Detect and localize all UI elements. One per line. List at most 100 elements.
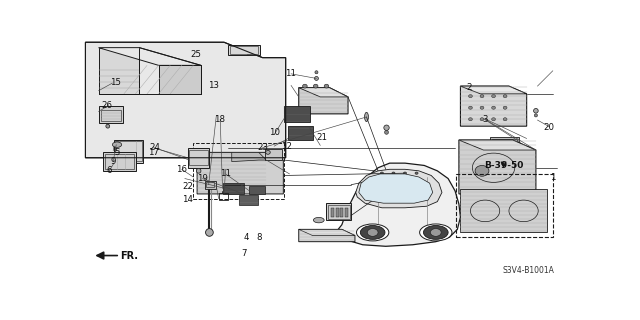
Bar <box>103 152 136 171</box>
Bar <box>265 149 282 160</box>
Ellipse shape <box>475 165 489 176</box>
Polygon shape <box>86 42 285 158</box>
Ellipse shape <box>113 142 122 147</box>
Ellipse shape <box>403 172 406 174</box>
Text: 10: 10 <box>269 128 280 137</box>
Ellipse shape <box>205 228 213 236</box>
Polygon shape <box>460 86 527 94</box>
Ellipse shape <box>480 106 484 109</box>
Text: S3V4-B1001A: S3V4-B1001A <box>502 267 554 276</box>
Ellipse shape <box>503 95 507 98</box>
Text: 24: 24 <box>149 143 160 152</box>
Text: 1: 1 <box>550 173 556 182</box>
Bar <box>239 195 258 205</box>
Bar <box>331 208 334 217</box>
Text: 23: 23 <box>257 143 268 152</box>
Ellipse shape <box>503 118 507 121</box>
Ellipse shape <box>385 131 388 134</box>
Bar <box>188 148 209 168</box>
Bar <box>250 186 265 194</box>
Ellipse shape <box>360 226 385 239</box>
Text: 2: 2 <box>466 83 472 92</box>
Text: B-39-50: B-39-50 <box>484 161 524 170</box>
Ellipse shape <box>480 118 484 121</box>
Bar <box>101 110 121 121</box>
Text: 20: 20 <box>543 123 554 132</box>
Ellipse shape <box>468 106 472 109</box>
Ellipse shape <box>303 84 307 88</box>
Polygon shape <box>99 48 201 65</box>
Bar <box>193 143 284 198</box>
Ellipse shape <box>314 217 324 223</box>
Ellipse shape <box>431 228 441 236</box>
Bar <box>219 193 228 200</box>
Ellipse shape <box>392 172 395 174</box>
Ellipse shape <box>468 118 472 121</box>
Polygon shape <box>299 88 348 97</box>
Polygon shape <box>99 48 140 94</box>
Text: 12: 12 <box>281 142 292 151</box>
Ellipse shape <box>266 150 270 154</box>
Bar <box>490 137 519 154</box>
Text: 14: 14 <box>182 195 193 204</box>
Bar <box>99 106 123 123</box>
Ellipse shape <box>492 95 495 98</box>
Ellipse shape <box>106 124 109 128</box>
Polygon shape <box>299 229 355 236</box>
Text: 9: 9 <box>111 157 116 166</box>
Ellipse shape <box>384 125 389 131</box>
Bar <box>326 203 351 220</box>
Polygon shape <box>197 152 284 194</box>
Bar <box>206 182 214 187</box>
Text: 3: 3 <box>482 115 488 124</box>
Text: 13: 13 <box>208 81 219 90</box>
Polygon shape <box>299 88 348 114</box>
Polygon shape <box>460 86 527 126</box>
Text: 15: 15 <box>109 78 120 87</box>
Polygon shape <box>299 229 355 242</box>
Polygon shape <box>356 169 442 208</box>
Bar <box>284 106 310 122</box>
Bar <box>456 174 553 237</box>
Polygon shape <box>359 174 433 203</box>
Bar <box>223 183 244 194</box>
Bar <box>205 181 216 188</box>
Ellipse shape <box>492 118 495 121</box>
Ellipse shape <box>196 169 201 173</box>
Ellipse shape <box>415 172 418 174</box>
Text: 7: 7 <box>241 249 247 258</box>
Ellipse shape <box>380 172 383 174</box>
Bar <box>336 208 339 217</box>
Bar <box>340 208 344 217</box>
Ellipse shape <box>315 71 318 74</box>
Bar <box>228 44 260 55</box>
Text: 22: 22 <box>182 182 193 191</box>
Text: FR.: FR. <box>120 251 138 260</box>
Bar <box>115 141 141 161</box>
Ellipse shape <box>534 108 538 113</box>
Text: 26: 26 <box>102 101 113 110</box>
Bar <box>328 205 349 219</box>
Bar <box>105 154 134 169</box>
Ellipse shape <box>468 95 472 98</box>
Bar <box>460 189 547 232</box>
Polygon shape <box>459 140 536 150</box>
Ellipse shape <box>324 84 329 88</box>
Text: 17: 17 <box>148 148 159 157</box>
Ellipse shape <box>492 106 495 109</box>
Text: 6: 6 <box>106 166 111 175</box>
Text: 4: 4 <box>244 233 250 242</box>
Polygon shape <box>232 152 266 162</box>
Polygon shape <box>459 140 536 194</box>
Ellipse shape <box>314 84 318 88</box>
Text: 25: 25 <box>191 50 202 59</box>
Ellipse shape <box>365 112 369 122</box>
Ellipse shape <box>356 224 389 241</box>
Bar <box>288 126 312 140</box>
Polygon shape <box>336 163 460 246</box>
Text: 18: 18 <box>214 115 225 124</box>
Text: 11: 11 <box>220 169 231 179</box>
Text: 11: 11 <box>285 69 296 78</box>
Ellipse shape <box>534 114 538 117</box>
Ellipse shape <box>367 228 378 236</box>
